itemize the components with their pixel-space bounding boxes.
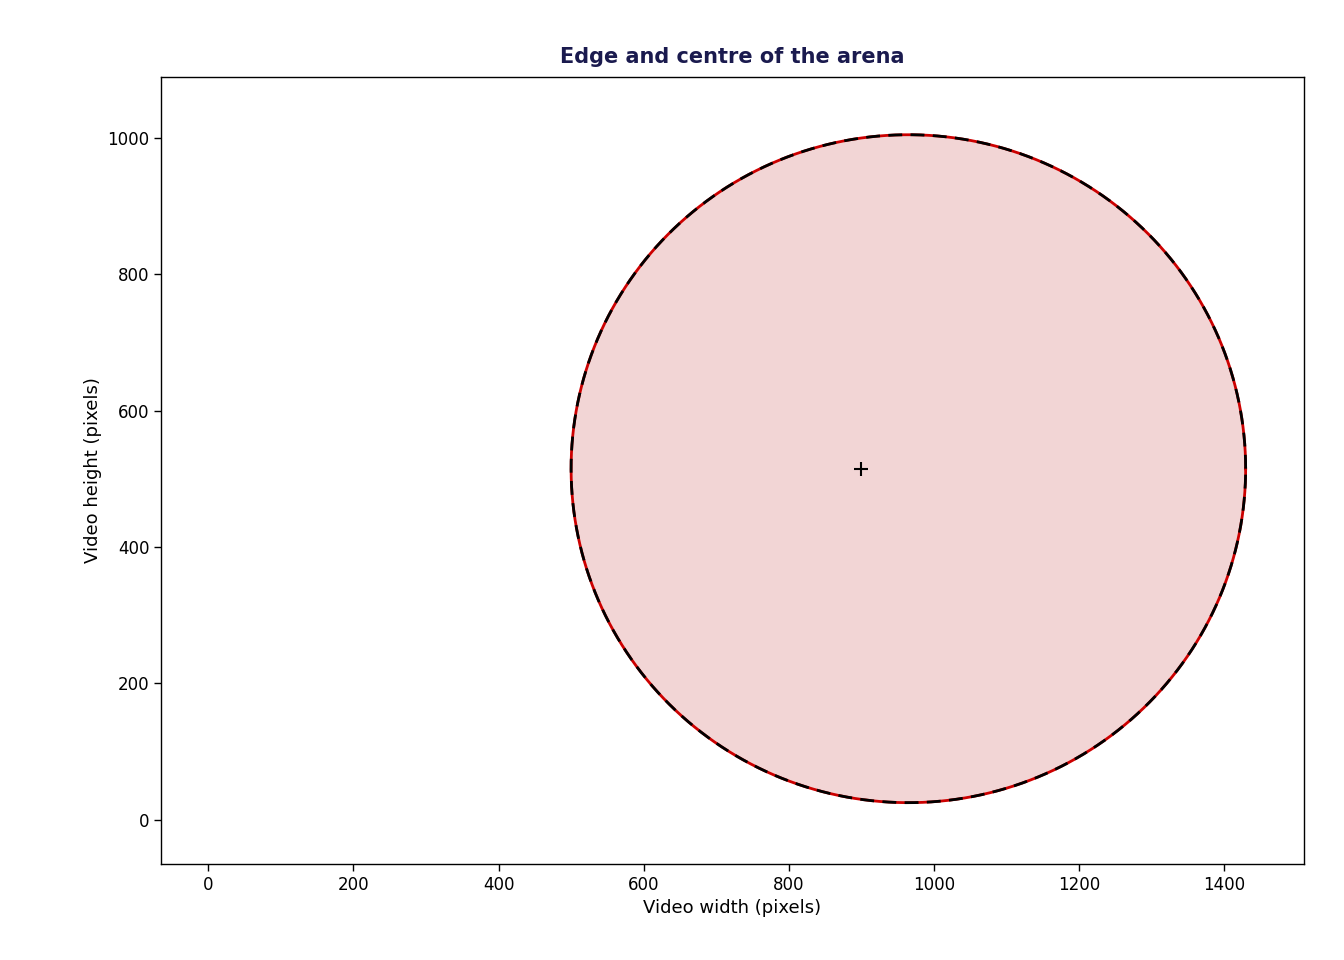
X-axis label: Video width (pixels): Video width (pixels) xyxy=(644,900,821,918)
Y-axis label: Video height (pixels): Video height (pixels) xyxy=(83,377,102,564)
Polygon shape xyxy=(571,134,1246,803)
Title: Edge and centre of the arena: Edge and centre of the arena xyxy=(560,47,905,67)
